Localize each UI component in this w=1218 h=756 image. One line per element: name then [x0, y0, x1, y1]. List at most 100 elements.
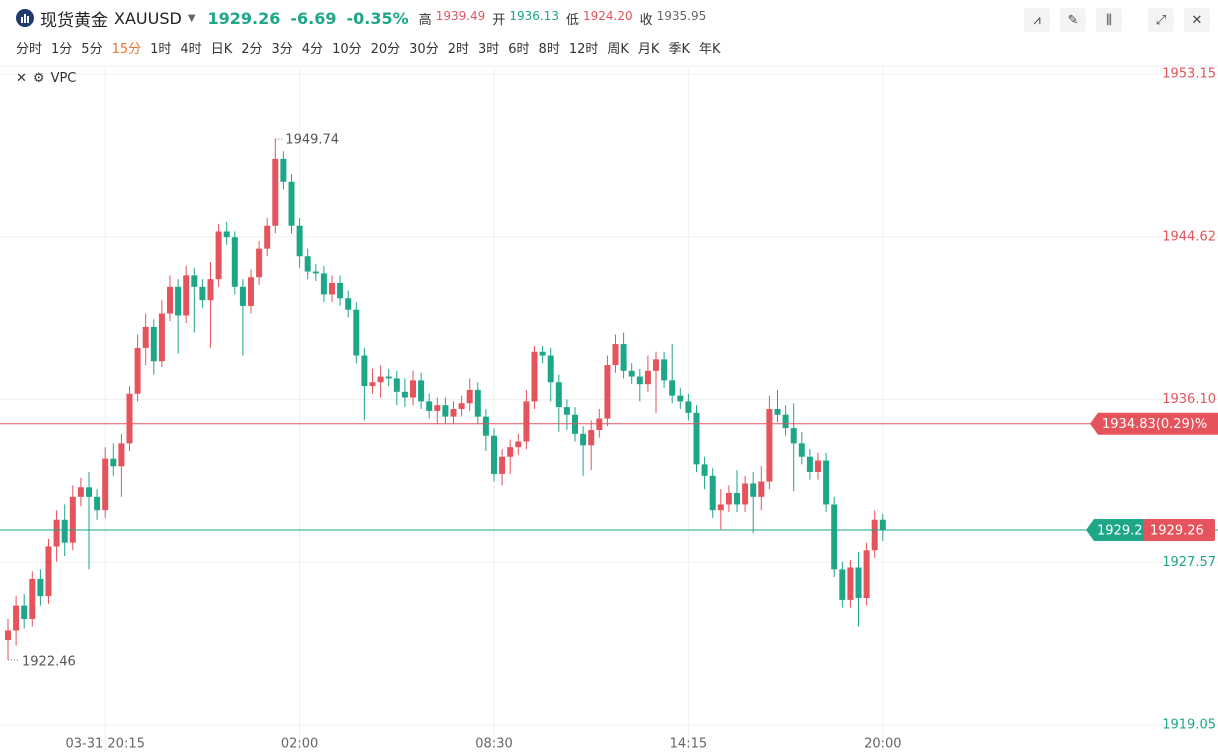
price-tag-label: 1929.26 — [1150, 524, 1204, 539]
draw-tool[interactable]: ✎ — [1060, 8, 1086, 32]
candle-body — [304, 256, 311, 272]
stat-value: 1924.20 — [582, 8, 633, 23]
candle-body — [94, 496, 101, 511]
header: 现货黄金 XAUUSD ▼ 1929.26 -6.69 -0.35% 高 1939… — [16, 5, 709, 31]
candle-body — [312, 271, 319, 274]
price-tag-label: 1934.83(0.29)% — [1102, 417, 1207, 432]
candle-body — [61, 519, 68, 543]
close[interactable]: ✕ — [1184, 8, 1210, 32]
candle-body — [53, 519, 60, 547]
x-tick-label: 20:00 — [864, 737, 901, 752]
candle-body — [750, 483, 757, 497]
candle-body — [134, 347, 141, 394]
interval-tab[interactable]: 周K — [607, 42, 629, 57]
candle-body — [847, 567, 854, 600]
candle-body — [385, 376, 392, 379]
interval-tab[interactable]: 2分 — [241, 42, 263, 57]
interval-tab[interactable]: 30分 — [409, 42, 439, 57]
candle-body — [766, 409, 773, 482]
candle-body — [69, 496, 76, 543]
candle-body — [369, 382, 376, 387]
y-tick-label: 1953.15 — [1162, 66, 1216, 81]
candle-body — [239, 286, 246, 306]
interval-tab[interactable]: 年K — [698, 42, 721, 57]
price-tag — [1086, 519, 1154, 542]
settings[interactable]: ⚙ — [32, 71, 45, 86]
candle-body — [320, 273, 327, 295]
interval-tab[interactable]: 8时 — [538, 42, 560, 57]
interval-tab[interactable]: 12时 — [568, 42, 599, 57]
candle-body — [871, 519, 878, 551]
candle-body — [572, 414, 578, 434]
candle-body — [774, 409, 781, 415]
symbol[interactable]: XAUUSD — [114, 8, 182, 28]
toolbar: ⩘ ✎ ⫼ ⤢ ✕ — [1024, 8, 1210, 32]
candle-body — [531, 351, 538, 402]
dropdown[interactable]: ▼ — [187, 12, 196, 24]
interval-tab[interactable]: 日K — [210, 42, 233, 57]
candle-body — [223, 231, 230, 238]
y-tick-label: 1936.10 — [1162, 392, 1216, 407]
candle-body — [256, 248, 263, 278]
interval-tab[interactable]: 3时 — [477, 42, 500, 57]
candle-body — [515, 441, 522, 448]
price-tag-label: 1929.26 — [1097, 524, 1151, 539]
indicator-name: VPC — [50, 71, 77, 86]
candle-body — [199, 286, 206, 301]
interval-tab[interactable]: 季K — [668, 42, 690, 57]
candle-body — [782, 414, 789, 429]
change-pct: -0.35% — [346, 8, 409, 28]
candle-body — [499, 456, 506, 474]
candle-body — [588, 430, 595, 446]
interval-tab[interactable]: 15分 — [111, 42, 142, 57]
candle-body — [102, 458, 109, 511]
candle-body — [158, 313, 165, 362]
candle-body — [296, 225, 303, 257]
interval-tab[interactable]: 3分 — [271, 42, 293, 57]
interval-tab[interactable]: 6时 — [508, 42, 530, 57]
candle-body — [434, 405, 441, 411]
interval-tab[interactable]: 月K — [637, 42, 660, 57]
fullscreen[interactable]: ⤢ — [1148, 8, 1174, 32]
remove-indicator[interactable]: ✕ — [16, 71, 27, 86]
candle-body — [110, 458, 117, 467]
candle-body — [264, 225, 271, 249]
x-tick-label: 03-31 20:15 — [66, 737, 145, 752]
interval-tab[interactable]: 10分 — [332, 42, 362, 57]
candle-body — [523, 401, 530, 442]
candle-body — [118, 443, 125, 467]
interval-tab[interactable]: 4分 — [301, 42, 324, 57]
candle-body — [280, 158, 287, 182]
candle-body — [345, 298, 352, 310]
candle-body — [329, 282, 335, 295]
candle-body — [734, 493, 740, 505]
candle-body — [126, 393, 133, 444]
candle-body — [21, 605, 28, 620]
interval-tab[interactable]: 1分 — [51, 42, 73, 57]
candle-body — [725, 493, 732, 505]
candle-body — [45, 546, 52, 597]
interval-tab[interactable]: 2时 — [447, 42, 469, 57]
y-tick-label: 1927.57 — [1162, 555, 1216, 570]
interval-tab[interactable]: 1时 — [150, 42, 172, 57]
candle-body — [393, 378, 400, 392]
candle-body — [563, 407, 570, 415]
candle-body — [709, 475, 716, 511]
interval-tab[interactable]: 5分 — [81, 42, 103, 57]
candle-body — [207, 279, 214, 301]
candle-body — [644, 370, 651, 385]
candle-tool[interactable]: ⫼ — [1096, 8, 1122, 32]
candle-body — [458, 403, 465, 409]
candle-body — [29, 578, 36, 620]
candle-body — [248, 277, 254, 306]
candle-body — [555, 382, 562, 408]
interval-tab[interactable]: 20分 — [370, 42, 401, 57]
candle-body — [669, 380, 676, 396]
candle-body — [142, 326, 149, 348]
interval-tab[interactable]: 分时 — [16, 42, 43, 57]
line-tool[interactable]: ⩘ — [1024, 8, 1050, 32]
interval-tab[interactable]: 4时 — [180, 42, 202, 57]
candle-body — [612, 344, 619, 366]
